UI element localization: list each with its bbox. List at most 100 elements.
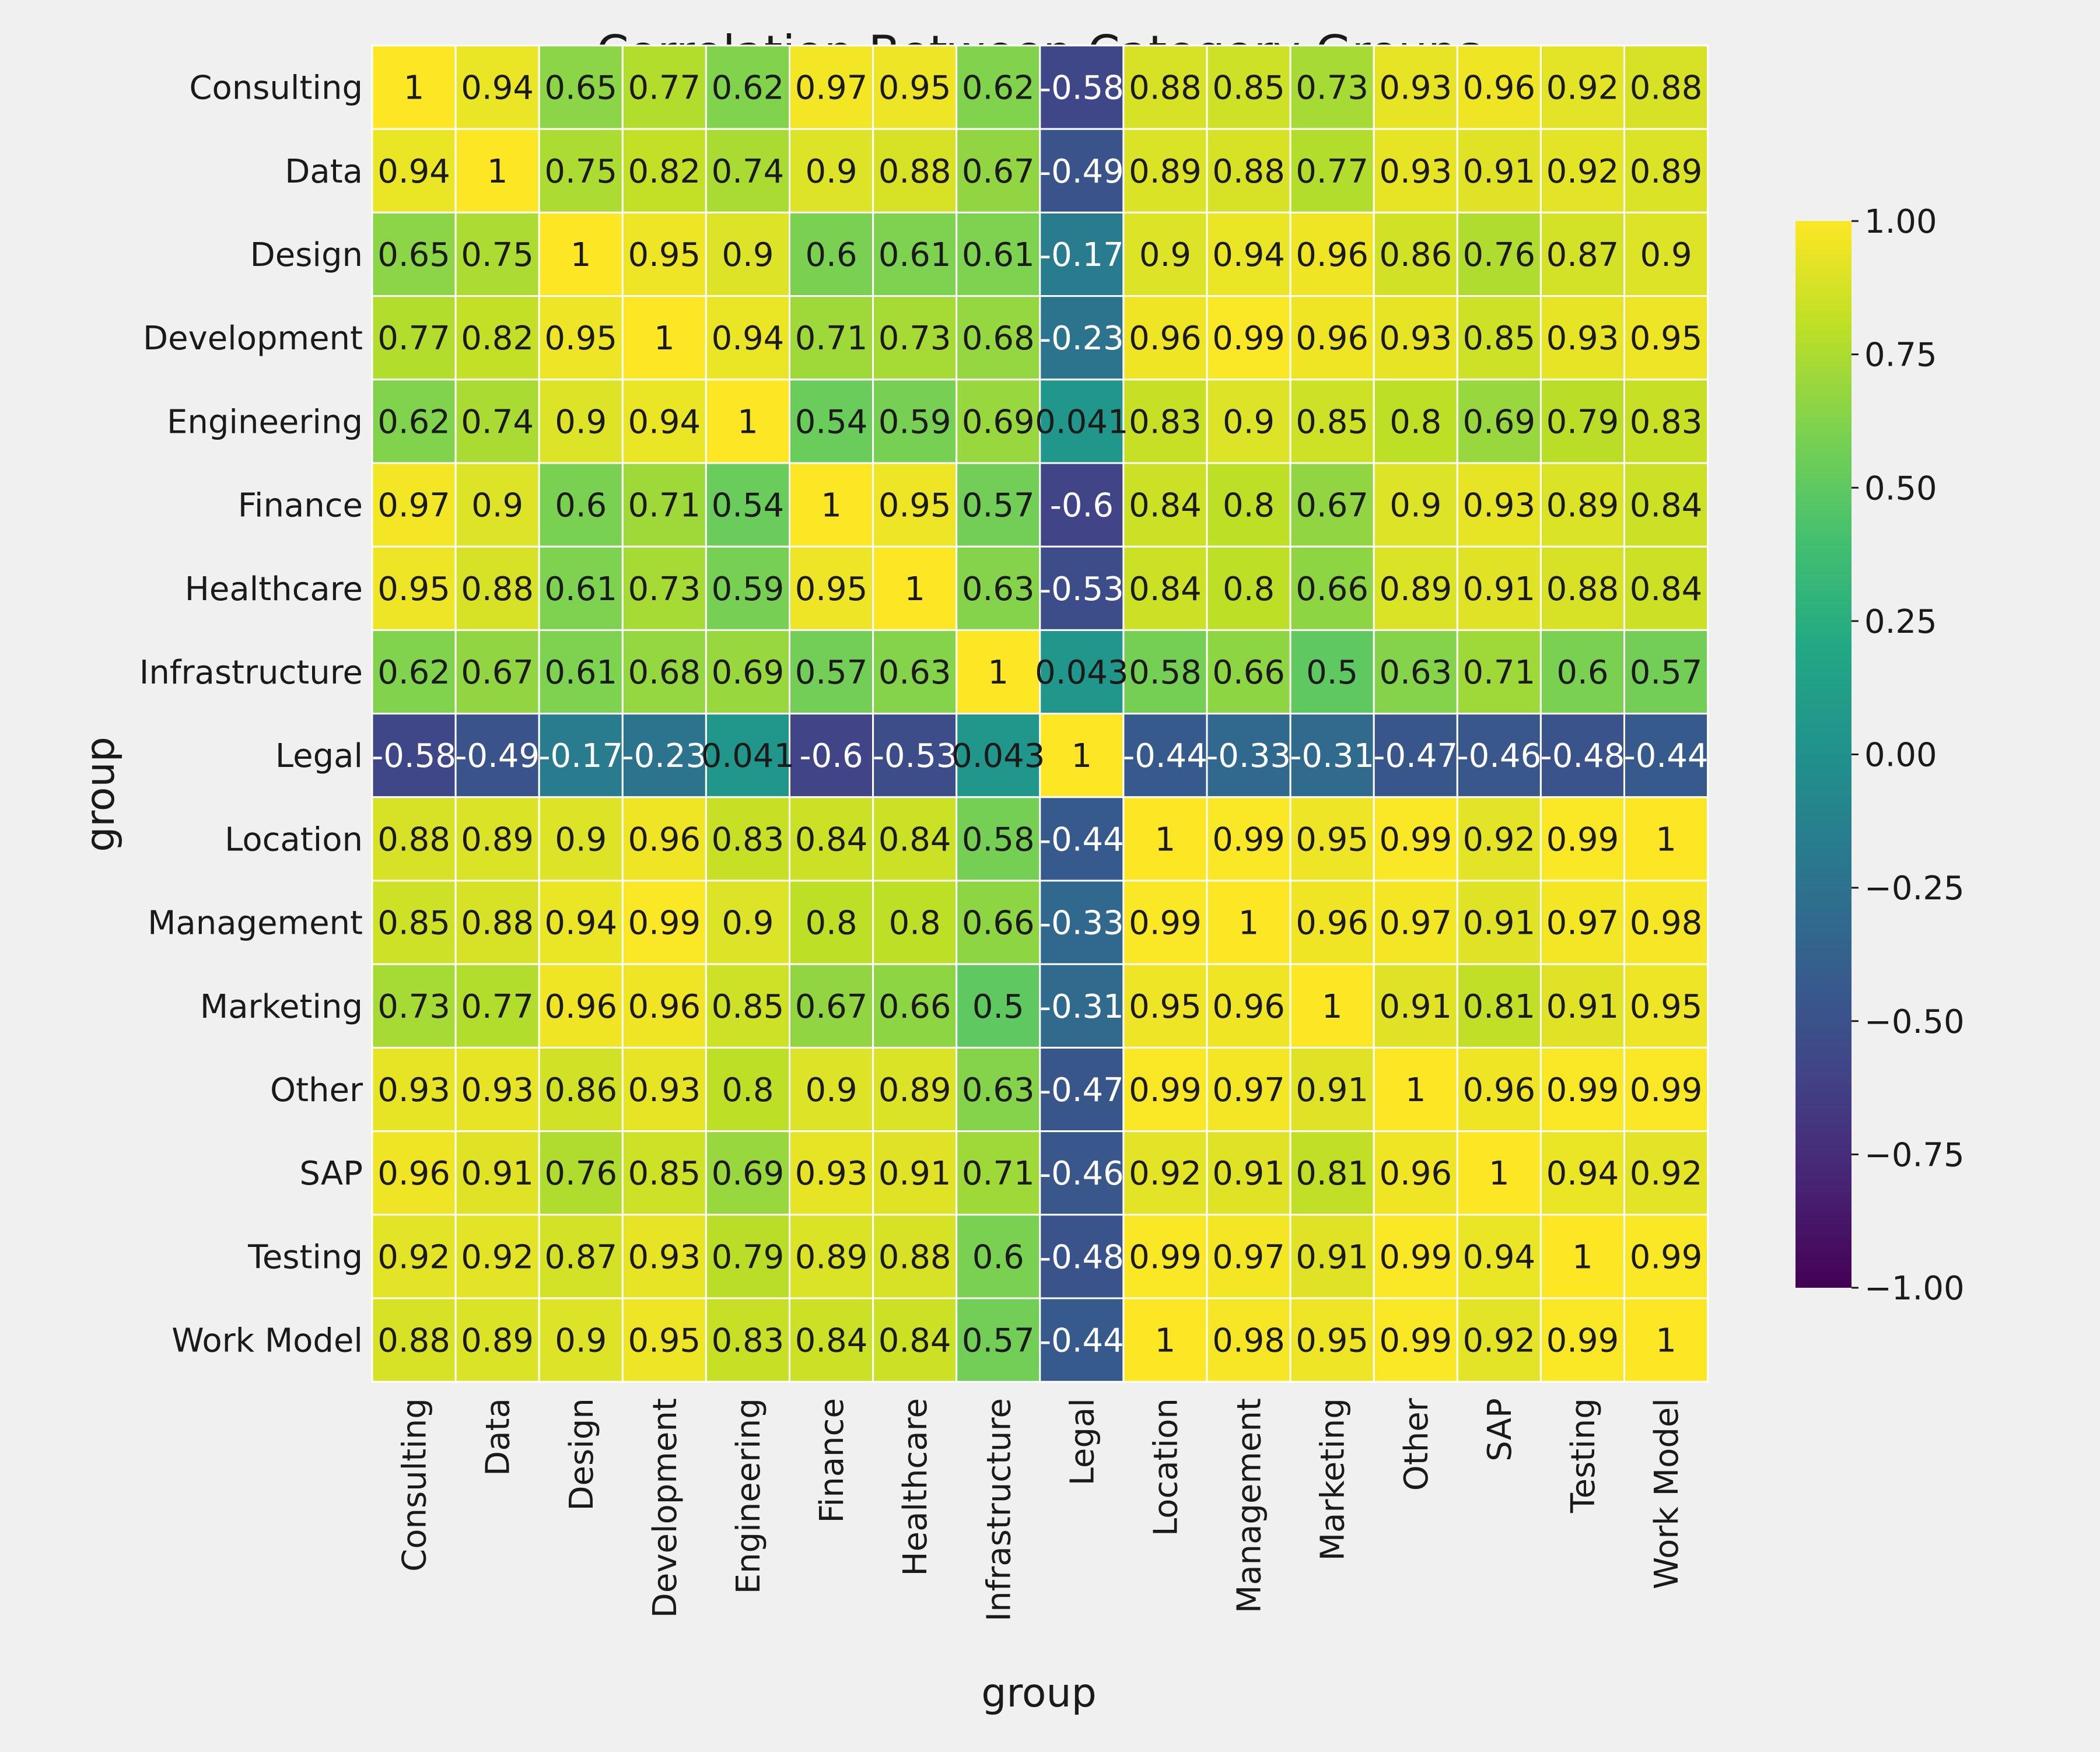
cell-value-label: 0.59 — [878, 403, 951, 441]
cell-value-label: 0.61 — [962, 236, 1035, 274]
cell-value-label: 1 — [1238, 905, 1259, 942]
cell-value-label: 0.84 — [795, 1322, 868, 1360]
heatmap-cell — [1456, 128, 1542, 213]
cell-value-label: 0.93 — [1379, 153, 1452, 191]
cell-value-label: 0.83 — [1129, 403, 1202, 441]
cell-value-label: 0.9 — [555, 1322, 607, 1360]
cell-value-label: 0.57 — [795, 654, 868, 692]
x-tick-label: Management — [1231, 1398, 1269, 1613]
cell-value-label: 0.69 — [712, 654, 785, 692]
heatmap-cell — [872, 1297, 958, 1383]
cell-value-label: 0.84 — [1630, 487, 1703, 525]
heatmap-cell — [872, 462, 958, 548]
cell-value-label: 0.88 — [1129, 69, 1202, 107]
heatmap-cell — [1122, 462, 1208, 548]
y-tick-label: SAP — [299, 1155, 363, 1193]
cell-value-label: 0.68 — [628, 654, 701, 692]
cell-value-label: 0.82 — [628, 153, 701, 191]
cell-value-label: -0.58 — [372, 737, 456, 775]
cell-value-label: 0.94 — [1212, 236, 1285, 274]
cell-value-label: 0.94 — [544, 905, 617, 942]
cell-value-label: 0.93 — [628, 1071, 701, 1109]
cell-value-label: 0.88 — [1212, 153, 1285, 191]
y-tick-label: Management — [148, 905, 363, 942]
heatmap-cell — [1373, 462, 1458, 548]
heatmap-cell — [1456, 629, 1542, 715]
heatmap-cell — [454, 1046, 540, 1133]
cell-value-label: 0.95 — [1630, 320, 1703, 358]
heatmap-cell — [1039, 796, 1125, 882]
cell-value-label: 1 — [570, 236, 592, 274]
heatmap-cell — [1456, 1130, 1542, 1216]
cell-value-label: 1 — [1656, 1322, 1676, 1360]
heatmap-cell — [621, 1130, 707, 1216]
cell-value-label: 0.76 — [1463, 236, 1536, 274]
heatmap-cell — [1623, 211, 1709, 297]
cell-value-label: 0.6 — [806, 236, 858, 274]
heatmap-cell — [1456, 796, 1542, 882]
cell-value-label: 0.99 — [1129, 905, 1202, 942]
heatmap-cell — [1039, 963, 1125, 1049]
cell-value-label: 0.94 — [1546, 1155, 1619, 1193]
heatmap-cell — [872, 963, 958, 1049]
cell-value-label: 0.041 — [701, 737, 794, 775]
cell-value-label: 0.81 — [1296, 1155, 1368, 1193]
cell-value-label: 0.91 — [878, 1155, 951, 1193]
colorbar-tick-label: 0.50 — [1864, 469, 1937, 507]
y-tick-label: Consulting — [189, 69, 363, 107]
cell-value-label: 0.91 — [1546, 988, 1619, 1026]
cell-value-label: 0.62 — [712, 69, 785, 107]
cell-value-label: -0.31 — [1290, 737, 1374, 775]
heatmap-cell — [538, 44, 624, 130]
cell-value-label: 0.75 — [461, 236, 534, 274]
cell-value-label: 0.71 — [795, 320, 868, 358]
cell-value-label: -0.44 — [1040, 1322, 1124, 1360]
cell-value-label: 0.91 — [1379, 988, 1452, 1026]
cell-value-label: 0.96 — [1296, 905, 1368, 942]
heatmap-cell — [1539, 713, 1625, 798]
cell-value-label: 0.95 — [795, 570, 868, 608]
cell-value-label: 0.98 — [1212, 1322, 1285, 1360]
heatmap-cell — [1456, 879, 1542, 965]
heatmap-cell — [538, 629, 624, 715]
cell-value-label: 0.88 — [1546, 570, 1619, 608]
cell-value-label: 0.69 — [712, 1155, 785, 1193]
cell-value-label: 0.94 — [628, 403, 701, 441]
cell-value-label: 0.97 — [795, 69, 868, 107]
cell-value-label: 0.87 — [1546, 236, 1619, 274]
cell-value-label: 0.8 — [1223, 570, 1275, 608]
cell-value-label: 0.99 — [1379, 1238, 1452, 1276]
cell-value-label: 0.66 — [1212, 654, 1285, 692]
cell-value-label: 1 — [1155, 1322, 1176, 1360]
heatmap-cell — [371, 879, 457, 965]
cell-value-label: 1 — [1656, 821, 1676, 859]
cell-value-label: 0.95 — [628, 236, 701, 274]
cell-value-label: -0.33 — [1206, 737, 1291, 775]
x-tick-label: Other — [1398, 1397, 1436, 1491]
cell-value-label: 1 — [1322, 988, 1343, 1026]
cell-value-label: 0.88 — [461, 905, 534, 942]
cell-value-label: 0.9 — [471, 487, 523, 525]
cell-value-label: 0.6 — [555, 487, 607, 525]
x-tick-label: Design — [563, 1398, 601, 1511]
colorbar: 1.00 0.75 0.50 0.25 0.00 −0.25 −0.50 −0.75 −1.00 — [1796, 203, 1965, 1308]
heatmap-cell — [789, 963, 874, 1049]
cell-value-label: 0.9 — [1139, 236, 1191, 274]
cell-value-label: 0.91 — [1212, 1155, 1285, 1193]
cell-value-label: 0.92 — [1546, 69, 1619, 107]
heatmap-cell — [789, 462, 874, 548]
heatmap-cell — [1122, 1297, 1208, 1383]
heatmap-cell — [371, 295, 457, 381]
heatmap-cell — [1039, 713, 1125, 798]
heatmap-cell — [705, 796, 791, 882]
cell-value-label: 0.73 — [1296, 69, 1368, 107]
cell-value-label: 0.9 — [555, 403, 607, 441]
cell-value-label: 0.99 — [1129, 1071, 1202, 1109]
cell-value-label: 0.99 — [1630, 1238, 1703, 1276]
heatmap-cell — [956, 1297, 1041, 1383]
heatmap-cell — [1122, 44, 1208, 130]
heatmap-cell — [872, 211, 958, 297]
cell-value-label: 0.96 — [1296, 236, 1368, 274]
heatmap-cell — [1039, 1046, 1125, 1133]
cell-value-label: -0.31 — [1040, 988, 1124, 1026]
